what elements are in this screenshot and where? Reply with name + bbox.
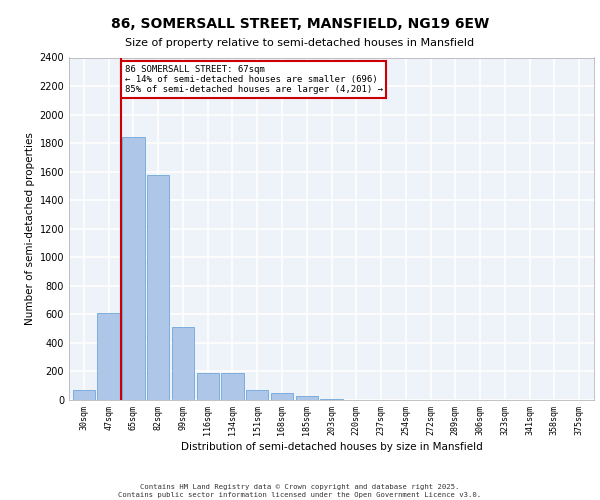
Bar: [221, 373, 244, 400]
Y-axis label: Number of semi-detached properties: Number of semi-detached properties: [25, 132, 35, 325]
Bar: [73, 390, 95, 400]
Text: Size of property relative to semi-detached houses in Mansfield: Size of property relative to semi-detach…: [125, 38, 475, 48]
Bar: [246, 390, 268, 400]
Bar: [320, 398, 343, 400]
Text: 86, SOMERSALL STREET, MANSFIELD, NG19 6EW: 86, SOMERSALL STREET, MANSFIELD, NG19 6E…: [111, 18, 489, 32]
Bar: [97, 313, 120, 400]
Text: Contains HM Land Registry data © Crown copyright and database right 2025.
Contai: Contains HM Land Registry data © Crown c…: [118, 484, 482, 498]
Bar: [172, 327, 194, 400]
Bar: [296, 396, 318, 400]
Text: 86 SOMERSALL STREET: 67sqm
← 14% of semi-detached houses are smaller (696)
85% o: 86 SOMERSALL STREET: 67sqm ← 14% of semi…: [125, 64, 383, 94]
Bar: [122, 138, 145, 400]
X-axis label: Distribution of semi-detached houses by size in Mansfield: Distribution of semi-detached houses by …: [181, 442, 482, 452]
Bar: [197, 373, 219, 400]
Bar: [147, 174, 169, 400]
Bar: [271, 393, 293, 400]
